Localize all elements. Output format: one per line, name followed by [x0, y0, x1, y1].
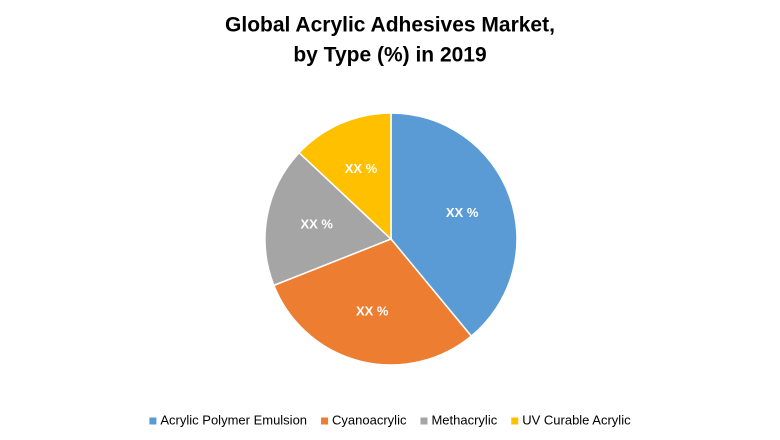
- legend-marker: [420, 417, 428, 425]
- legend-marker: [149, 417, 157, 425]
- data-label: XX %: [345, 161, 378, 176]
- pie-slice: [264, 151, 393, 287]
- legend-label: Methacrylic: [431, 412, 497, 427]
- legend-marker: [321, 417, 329, 425]
- chart-title: by Type (%) in 2019: [293, 44, 486, 67]
- legend-label: Cyanoacrylic: [332, 412, 407, 427]
- data-label: XX %: [300, 216, 333, 231]
- pie-slice: [272, 238, 473, 366]
- data-label: XX %: [356, 304, 389, 319]
- pie-slice: [390, 112, 518, 338]
- data-label: XX %: [446, 205, 479, 220]
- legend-label: UV Curable Acrylic: [522, 412, 631, 427]
- chart-title: Global Acrylic Adhesives Market,: [225, 14, 555, 37]
- legend-label: Acrylic Polymer Emulsion: [160, 412, 307, 427]
- legend-marker: [511, 417, 519, 425]
- pie-slice: [298, 112, 392, 241]
